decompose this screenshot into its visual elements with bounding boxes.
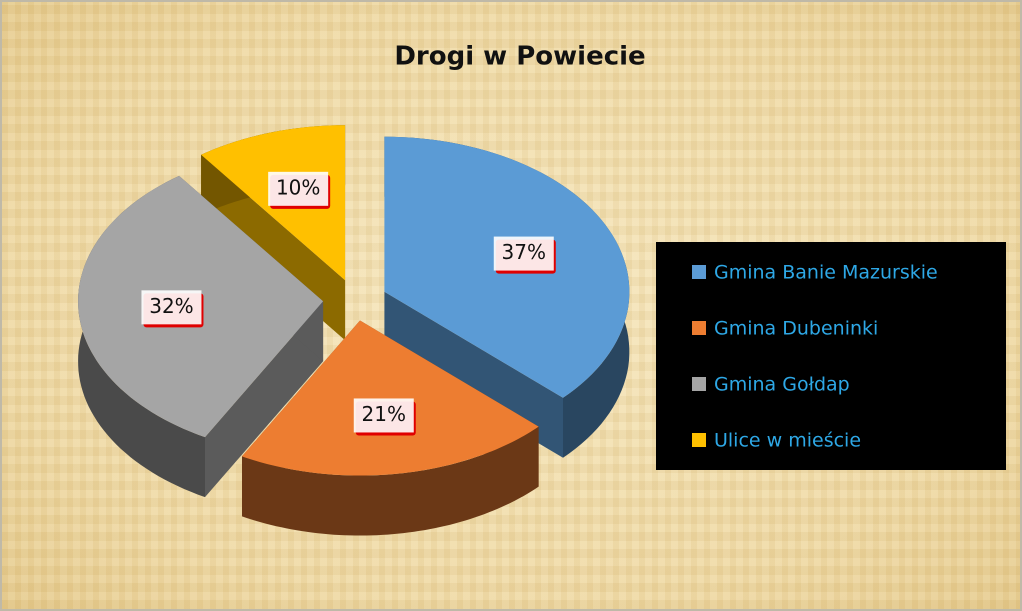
- label-box: [353, 398, 414, 433]
- legend-swatch: [692, 433, 706, 447]
- legend-label: Ulice w mieście: [714, 430, 861, 452]
- data-label: 21%: [362, 402, 406, 426]
- legend-swatch: [692, 321, 706, 335]
- legend-swatch: [692, 265, 706, 279]
- data-label: 10%: [276, 175, 320, 199]
- label-box: [493, 236, 554, 271]
- legend-box: [656, 242, 1006, 470]
- slice-side: [242, 426, 539, 536]
- data-label: 37%: [502, 240, 546, 264]
- legend-swatch: [692, 377, 706, 391]
- chart-title: Drogi w Powiecie: [394, 42, 645, 72]
- slice-side: [205, 301, 324, 498]
- legend-label: Gmina Dubeninki: [714, 318, 878, 340]
- legend-label: Gmina Banie Mazurskie: [714, 262, 938, 284]
- pie-slice: [242, 320, 539, 476]
- label-box: [268, 171, 329, 206]
- data-label: 32%: [149, 294, 193, 318]
- legend-label: Gmina Gołdap: [714, 374, 850, 396]
- label-box: [141, 290, 202, 325]
